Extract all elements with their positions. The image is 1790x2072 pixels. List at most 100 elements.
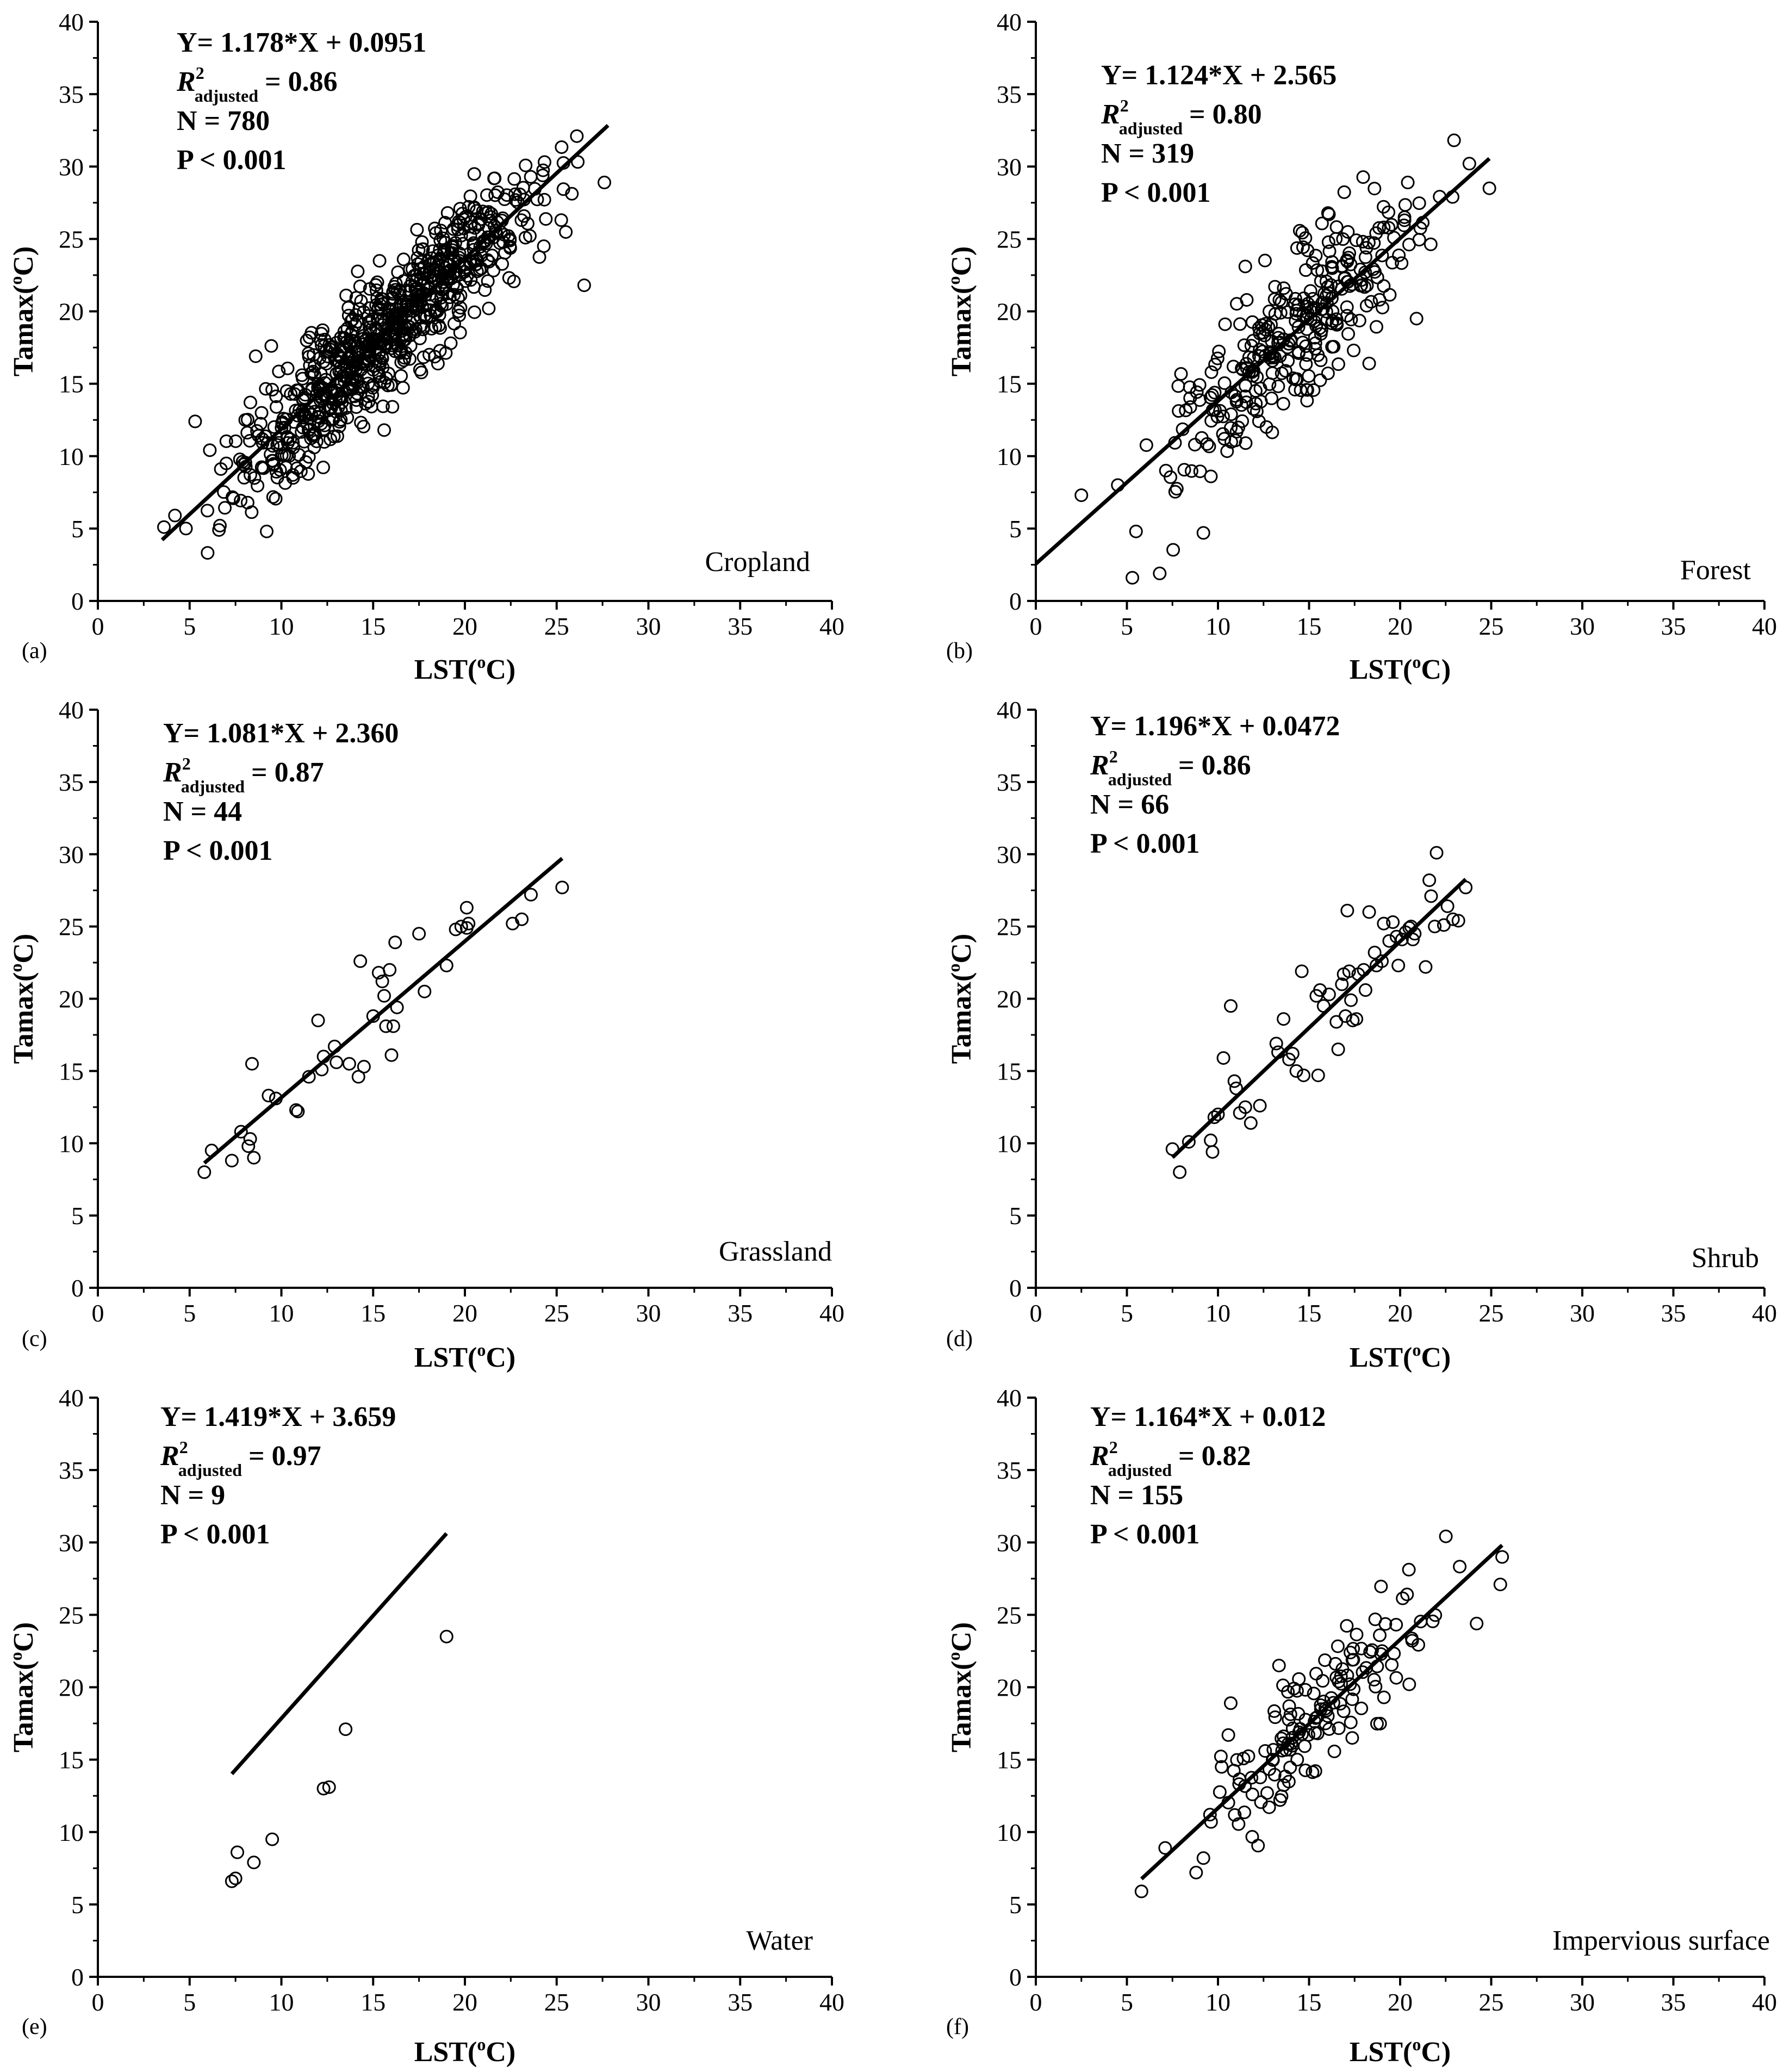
y-tick-label: 15 [997, 370, 1022, 398]
data-point [1290, 1753, 1304, 1767]
data-point [332, 419, 346, 433]
x-tick-label: 10 [1205, 1988, 1230, 2016]
y-tick-label: 10 [59, 1130, 84, 1157]
data-point [1384, 218, 1399, 232]
x-tick-label: 30 [1570, 1988, 1595, 2016]
data-point [1377, 279, 1391, 293]
data-point [1398, 198, 1412, 212]
p-value: P < 0.001 [160, 1519, 270, 1550]
regression-equation: Y= 1.124*X + 2.565 [1101, 60, 1337, 91]
regression-equation: Y= 1.178*X + 0.0951 [177, 27, 426, 58]
data-point [421, 276, 435, 290]
data-point [1283, 1760, 1297, 1775]
data-point [508, 193, 523, 207]
data-point [1307, 1686, 1321, 1701]
data-point [1245, 1830, 1259, 1844]
data-point [1276, 396, 1290, 411]
data-point [1230, 1753, 1244, 1767]
data-point [1262, 1762, 1276, 1776]
data-point [1235, 414, 1250, 428]
data-point [1345, 1653, 1359, 1667]
data-point [362, 395, 376, 409]
data-point [1220, 444, 1234, 458]
data-point [1314, 324, 1328, 338]
data-point [250, 424, 264, 438]
data-point [452, 308, 467, 322]
data-point [1275, 366, 1289, 380]
data-point [1182, 1135, 1196, 1149]
data-point [281, 361, 295, 375]
data-point [1342, 964, 1356, 978]
y-tick-label: 25 [59, 225, 84, 253]
data-point [1419, 960, 1433, 974]
data-point [1342, 246, 1357, 260]
data-point [1308, 342, 1322, 356]
data-point [228, 434, 243, 448]
data-point [1389, 1671, 1403, 1685]
data-point [264, 339, 278, 353]
data-point [354, 294, 368, 308]
x-tick-label: 25 [544, 1988, 569, 2016]
data-point [1389, 1617, 1403, 1631]
data-point [379, 1019, 393, 1033]
data-point [377, 423, 391, 437]
data-point [179, 522, 193, 536]
x-tick-label: 0 [92, 1299, 104, 1327]
data-point [1213, 1785, 1227, 1799]
y-axis-title: Tamax(oC) [6, 1622, 39, 1752]
y-axis-title: Tamax(oC) [944, 1622, 977, 1752]
data-point [1217, 376, 1232, 390]
data-point [378, 339, 393, 353]
data-point [253, 417, 268, 431]
x-tick-label: 20 [452, 612, 477, 640]
data-point [1370, 1717, 1384, 1731]
data-point [412, 927, 426, 941]
data-point [1375, 954, 1389, 968]
data-point [1262, 1800, 1276, 1814]
data-point [1337, 1704, 1351, 1719]
y-tick-label: 30 [997, 1529, 1022, 1556]
data-point [225, 1874, 239, 1888]
x-tick-label: 0 [92, 1988, 104, 2016]
data-point [1311, 348, 1325, 362]
regression-equation: Y= 1.081*X + 2.360 [163, 718, 399, 749]
y-axis-title: Tamax(oC) [6, 246, 39, 376]
data-point [1173, 1165, 1187, 1179]
data-point [1345, 1692, 1359, 1707]
data-point [383, 304, 397, 318]
data-point [1369, 320, 1383, 334]
x-tick-label: 5 [1121, 1299, 1133, 1327]
x-tick-label: 25 [1479, 1988, 1504, 2016]
data-point [501, 229, 515, 243]
data-point [1218, 317, 1232, 331]
data-point [1336, 232, 1350, 246]
data-point [1382, 221, 1396, 235]
data-point [1239, 379, 1253, 393]
class-label: Shrub [1692, 1243, 1759, 1274]
data-point [1451, 914, 1465, 928]
y-tick-label: 20 [997, 985, 1022, 1013]
data-point [339, 1722, 353, 1736]
data-point [539, 212, 553, 226]
data-point [1269, 1037, 1283, 1051]
data-point [1216, 427, 1230, 441]
data-point [410, 222, 424, 237]
data-point [1177, 463, 1191, 477]
data-point [1392, 248, 1406, 262]
data-point [1362, 235, 1376, 250]
data-point [188, 414, 202, 429]
panel-a: 0 5 10 15 20 25 30 35 40 0 5 10 15 20 25 30 35 40 LST(oC) T… [6, 8, 844, 685]
y-tick-label: 5 [1009, 1891, 1022, 1919]
data-point [168, 508, 182, 523]
data-point [395, 324, 409, 338]
data-point [565, 187, 579, 201]
data-point [1272, 293, 1286, 307]
data-point [1290, 241, 1304, 255]
data-point [361, 370, 375, 384]
data-point [1344, 1715, 1358, 1729]
data-point [1318, 1653, 1332, 1667]
data-point [413, 310, 427, 324]
data-point [1377, 1690, 1391, 1704]
data-point [1309, 1711, 1323, 1725]
data-point [1213, 404, 1227, 418]
